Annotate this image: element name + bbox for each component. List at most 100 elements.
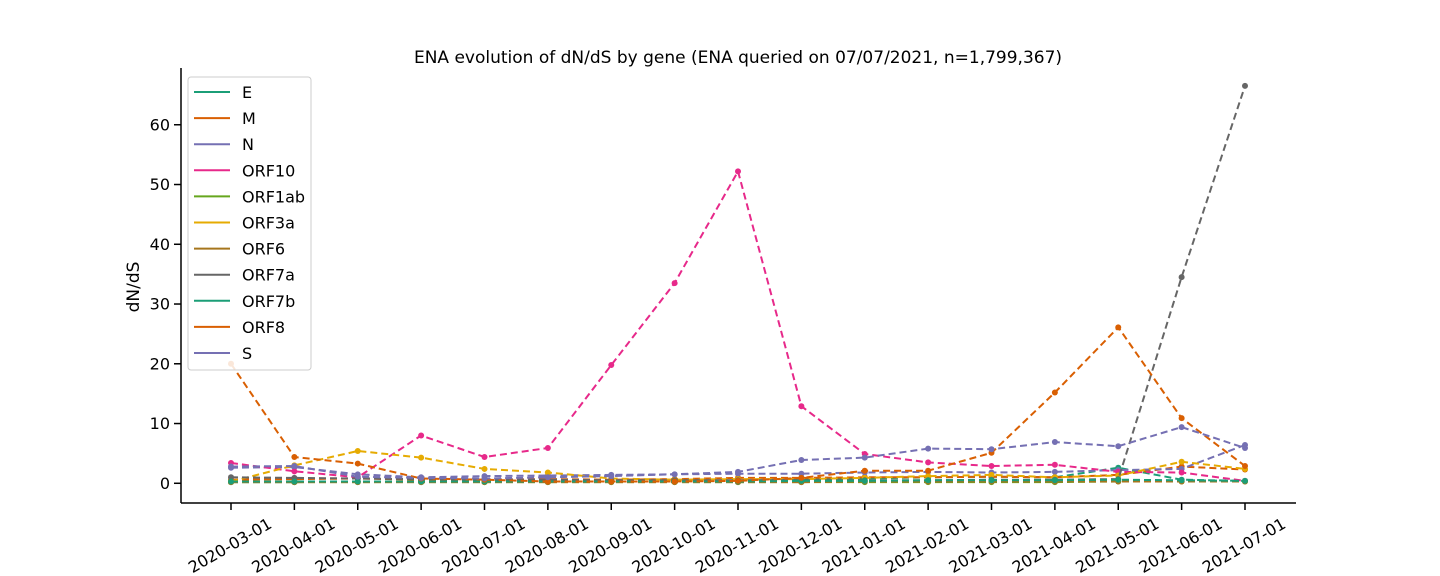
data-point: [228, 463, 234, 470]
legend-item: ORF10: [194, 161, 295, 180]
data-point: [671, 280, 678, 287]
data-point: [925, 467, 932, 474]
data-point: [354, 478, 361, 485]
data-point: [291, 468, 298, 475]
data-point: [798, 456, 805, 463]
data-point: [228, 474, 234, 481]
legend-item: S: [194, 344, 252, 363]
legend-item: E: [194, 83, 252, 102]
data-point: [1115, 443, 1122, 450]
legend-label: ORF10: [242, 161, 295, 180]
data-point: [1051, 468, 1058, 475]
data-point: [1115, 324, 1122, 331]
data-point: [418, 474, 425, 481]
data-point: [418, 432, 425, 439]
data-point: [228, 478, 234, 485]
data-point: [291, 453, 298, 460]
data-point: [1242, 82, 1248, 89]
legend-item: ORF7b: [194, 292, 295, 311]
data-point: [988, 446, 995, 453]
data-point: [291, 478, 298, 485]
data-point: [735, 468, 741, 475]
series-ORF8: [228, 324, 1248, 485]
series-ORF10: [228, 168, 1248, 484]
data-point: [544, 445, 551, 452]
data-point: [671, 478, 678, 485]
data-point: [1115, 476, 1122, 483]
data-point: [1051, 477, 1058, 484]
data-point: [861, 477, 868, 484]
y-tick-label: 30: [150, 295, 170, 314]
data-point: [481, 465, 488, 472]
y-tick-label: 60: [150, 115, 170, 134]
data-point: [1178, 458, 1185, 465]
y-tick-label: 40: [150, 235, 170, 254]
data-point: [354, 460, 361, 467]
data-point: [354, 448, 361, 455]
legend-item: ORF1ab: [194, 187, 305, 206]
data-point: [988, 471, 995, 478]
data-point: [925, 445, 932, 452]
data-point: [1178, 274, 1185, 281]
data-point: [544, 474, 551, 481]
data-point: [1051, 389, 1058, 396]
data-point: [925, 459, 932, 466]
data-point: [291, 462, 298, 469]
data-point: [861, 467, 868, 474]
data-point: [925, 473, 932, 480]
data-point: [861, 454, 868, 461]
legend-label: N: [242, 135, 254, 154]
data-point: [671, 471, 678, 478]
y-tick-label: 50: [150, 175, 170, 194]
legend-frame: [187, 76, 312, 371]
data-point: [1242, 462, 1248, 469]
data-point: [354, 473, 361, 480]
legend-item: ORF3a: [194, 214, 295, 233]
data-point: [1051, 439, 1058, 446]
data-point: [1242, 477, 1248, 484]
data-point: [798, 470, 805, 477]
legend-label: ORF7b: [242, 292, 295, 311]
series-line: [230, 85, 1246, 482]
y-tick-label: 20: [150, 354, 170, 373]
series-line: [230, 325, 1246, 483]
data-point: [418, 454, 425, 461]
data-point: [608, 473, 615, 480]
data-point: [798, 403, 805, 410]
data-point: [988, 462, 995, 469]
legend-item: ORF7a: [194, 266, 295, 285]
data-point: [925, 477, 932, 484]
legend: EMN ORF10 ORF1ab ORF3a ORF6 ORF7a ORF7b ORF8 S: [187, 76, 312, 371]
legend-item: ORF6: [194, 240, 285, 259]
data-point: [481, 453, 488, 460]
data-point: [608, 361, 615, 368]
legend-item: M: [194, 109, 256, 128]
data-point: [735, 168, 741, 175]
legend-label: S: [242, 344, 252, 363]
legend-item: ORF8: [194, 318, 285, 337]
data-point: [1178, 424, 1185, 431]
data-point: [988, 477, 995, 484]
series-layer: [228, 82, 1248, 486]
legend-item: N: [194, 135, 254, 154]
data-point: [1242, 445, 1248, 452]
series-S: [228, 424, 1248, 482]
data-point: [544, 469, 551, 476]
series-line: [230, 168, 1246, 482]
y-tick-label: 10: [150, 414, 170, 433]
legend-label: ORF7a: [242, 266, 295, 285]
y-axis-title: dN/dS: [124, 262, 144, 313]
data-point: [544, 478, 551, 485]
y-tick-label: 0: [160, 474, 170, 493]
data-point: [735, 477, 741, 484]
chart-title: ENA evolution of dN/dS by gene (ENA quer…: [414, 48, 1062, 68]
legend-label: E: [242, 83, 252, 102]
legend-label: ORF1ab: [242, 187, 305, 206]
data-point: [1178, 469, 1185, 476]
data-point: [481, 475, 488, 482]
legend-label: ORF8: [242, 318, 285, 337]
series-ORF7a: [228, 82, 1248, 484]
data-point: [1178, 415, 1185, 422]
data-point: [608, 478, 615, 485]
